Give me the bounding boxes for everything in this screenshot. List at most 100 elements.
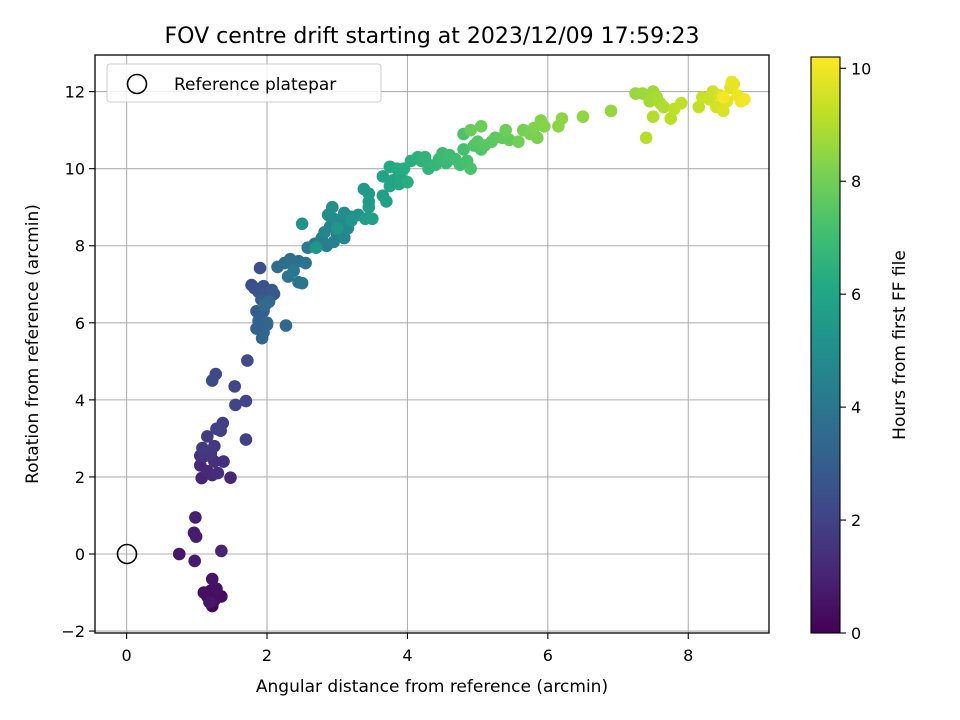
y-tick-label: 6 bbox=[75, 314, 85, 333]
data-point bbox=[210, 422, 223, 436]
data-point bbox=[287, 264, 300, 278]
data-point bbox=[172, 547, 186, 561]
y-tick-label: 2 bbox=[75, 468, 85, 487]
data-point bbox=[215, 544, 228, 558]
data-point bbox=[211, 466, 225, 480]
colorbar-frame bbox=[810, 56, 841, 634]
data-point bbox=[189, 511, 202, 524]
data-point bbox=[362, 200, 376, 214]
data-point bbox=[239, 433, 253, 446]
data-point bbox=[639, 131, 653, 145]
y-tick-label: 8 bbox=[75, 237, 85, 256]
x-axis-label: Angular distance from reference (arcmin) bbox=[256, 677, 608, 697]
colorbar-tick-label: 2 bbox=[851, 511, 861, 530]
data-point bbox=[366, 212, 379, 226]
data-point bbox=[717, 104, 730, 118]
data-point bbox=[380, 195, 393, 208]
data-point bbox=[196, 441, 209, 455]
data-point bbox=[208, 439, 221, 453]
data-points bbox=[172, 75, 751, 613]
data-point bbox=[738, 93, 751, 106]
data-point bbox=[717, 91, 730, 104]
data-point bbox=[203, 595, 216, 609]
data-point bbox=[318, 225, 331, 239]
data-point bbox=[664, 112, 678, 125]
data-point bbox=[224, 471, 237, 485]
data-point bbox=[241, 354, 254, 367]
data-point bbox=[239, 394, 253, 408]
x-axis-ticks: 0 2 4 6 8 bbox=[122, 633, 693, 665]
data-point bbox=[499, 123, 513, 137]
data-point bbox=[201, 430, 214, 443]
y-tick-label: 12 bbox=[65, 83, 85, 102]
data-point bbox=[538, 119, 551, 133]
colorbar-gradient bbox=[811, 57, 840, 633]
data-point bbox=[464, 162, 477, 175]
data-point bbox=[260, 316, 274, 330]
data-point bbox=[188, 554, 201, 568]
data-point bbox=[330, 222, 344, 235]
colorbar-tick-label: 4 bbox=[851, 398, 861, 417]
data-point bbox=[295, 217, 309, 231]
data-point bbox=[337, 231, 351, 245]
data-point bbox=[279, 319, 293, 332]
colorbar-tick-label: 6 bbox=[851, 285, 861, 304]
legend-label: Reference platepar bbox=[174, 75, 336, 95]
legend: Reference platepar bbox=[106, 63, 382, 103]
data-point bbox=[376, 170, 390, 183]
data-point bbox=[418, 150, 432, 164]
data-point bbox=[217, 455, 230, 468]
colorbar-tick-label: 10 bbox=[851, 59, 871, 78]
chart-title: FOV centre drift starting at 2023/12/09 … bbox=[165, 24, 700, 49]
data-point bbox=[295, 276, 309, 290]
data-point bbox=[657, 100, 670, 114]
y-tick-label: 10 bbox=[65, 160, 85, 179]
data-point bbox=[555, 112, 569, 125]
legend-box bbox=[106, 63, 382, 103]
grid-lines bbox=[95, 55, 769, 633]
plot-frame bbox=[94, 54, 770, 634]
data-point bbox=[344, 214, 358, 227]
reference-platepar-marker bbox=[116, 543, 138, 565]
data-point bbox=[674, 96, 688, 110]
y-tick-label: −2 bbox=[61, 622, 85, 641]
data-point bbox=[229, 398, 242, 412]
data-point bbox=[464, 123, 477, 137]
data-point bbox=[189, 530, 203, 543]
data-point bbox=[576, 110, 590, 123]
colorbar-tick-label: 0 bbox=[851, 624, 861, 643]
data-point bbox=[727, 77, 741, 91]
data-point bbox=[646, 110, 660, 123]
y-tick-label: 0 bbox=[75, 545, 85, 564]
colorbar-label: Hours from first FF file bbox=[890, 250, 910, 440]
x-tick-label: 6 bbox=[543, 646, 553, 665]
data-point bbox=[205, 572, 219, 586]
data-point bbox=[197, 586, 211, 599]
y-tick-label: 4 bbox=[75, 391, 85, 410]
data-point bbox=[255, 331, 269, 345]
data-point bbox=[228, 380, 242, 393]
legend-marker bbox=[126, 73, 148, 95]
data-point bbox=[309, 241, 323, 254]
x-tick-label: 8 bbox=[683, 646, 693, 665]
y-axis-ticks: −2 0 2 4 6 8 10 12 bbox=[61, 83, 95, 641]
data-point bbox=[326, 200, 339, 214]
data-point bbox=[401, 175, 414, 189]
data-point bbox=[474, 119, 488, 133]
data-point bbox=[258, 299, 272, 312]
data-point bbox=[692, 100, 706, 114]
x-tick-label: 4 bbox=[402, 646, 412, 665]
colorbar-ticks: 0 2 4 6 8 10 bbox=[840, 59, 871, 643]
data-point bbox=[531, 131, 544, 145]
data-point bbox=[210, 582, 223, 595]
colorbar-tick-label: 8 bbox=[851, 172, 861, 191]
data-point bbox=[253, 261, 267, 275]
colorbar: 0 2 4 6 8 10 Hours from first FF file bbox=[810, 56, 910, 643]
x-tick-label: 2 bbox=[262, 646, 272, 665]
data-point bbox=[265, 283, 279, 297]
data-point bbox=[205, 374, 219, 387]
y-axis-label: Rotation from reference (arcmin) bbox=[23, 204, 43, 484]
data-point bbox=[299, 256, 312, 270]
data-point bbox=[512, 135, 525, 148]
